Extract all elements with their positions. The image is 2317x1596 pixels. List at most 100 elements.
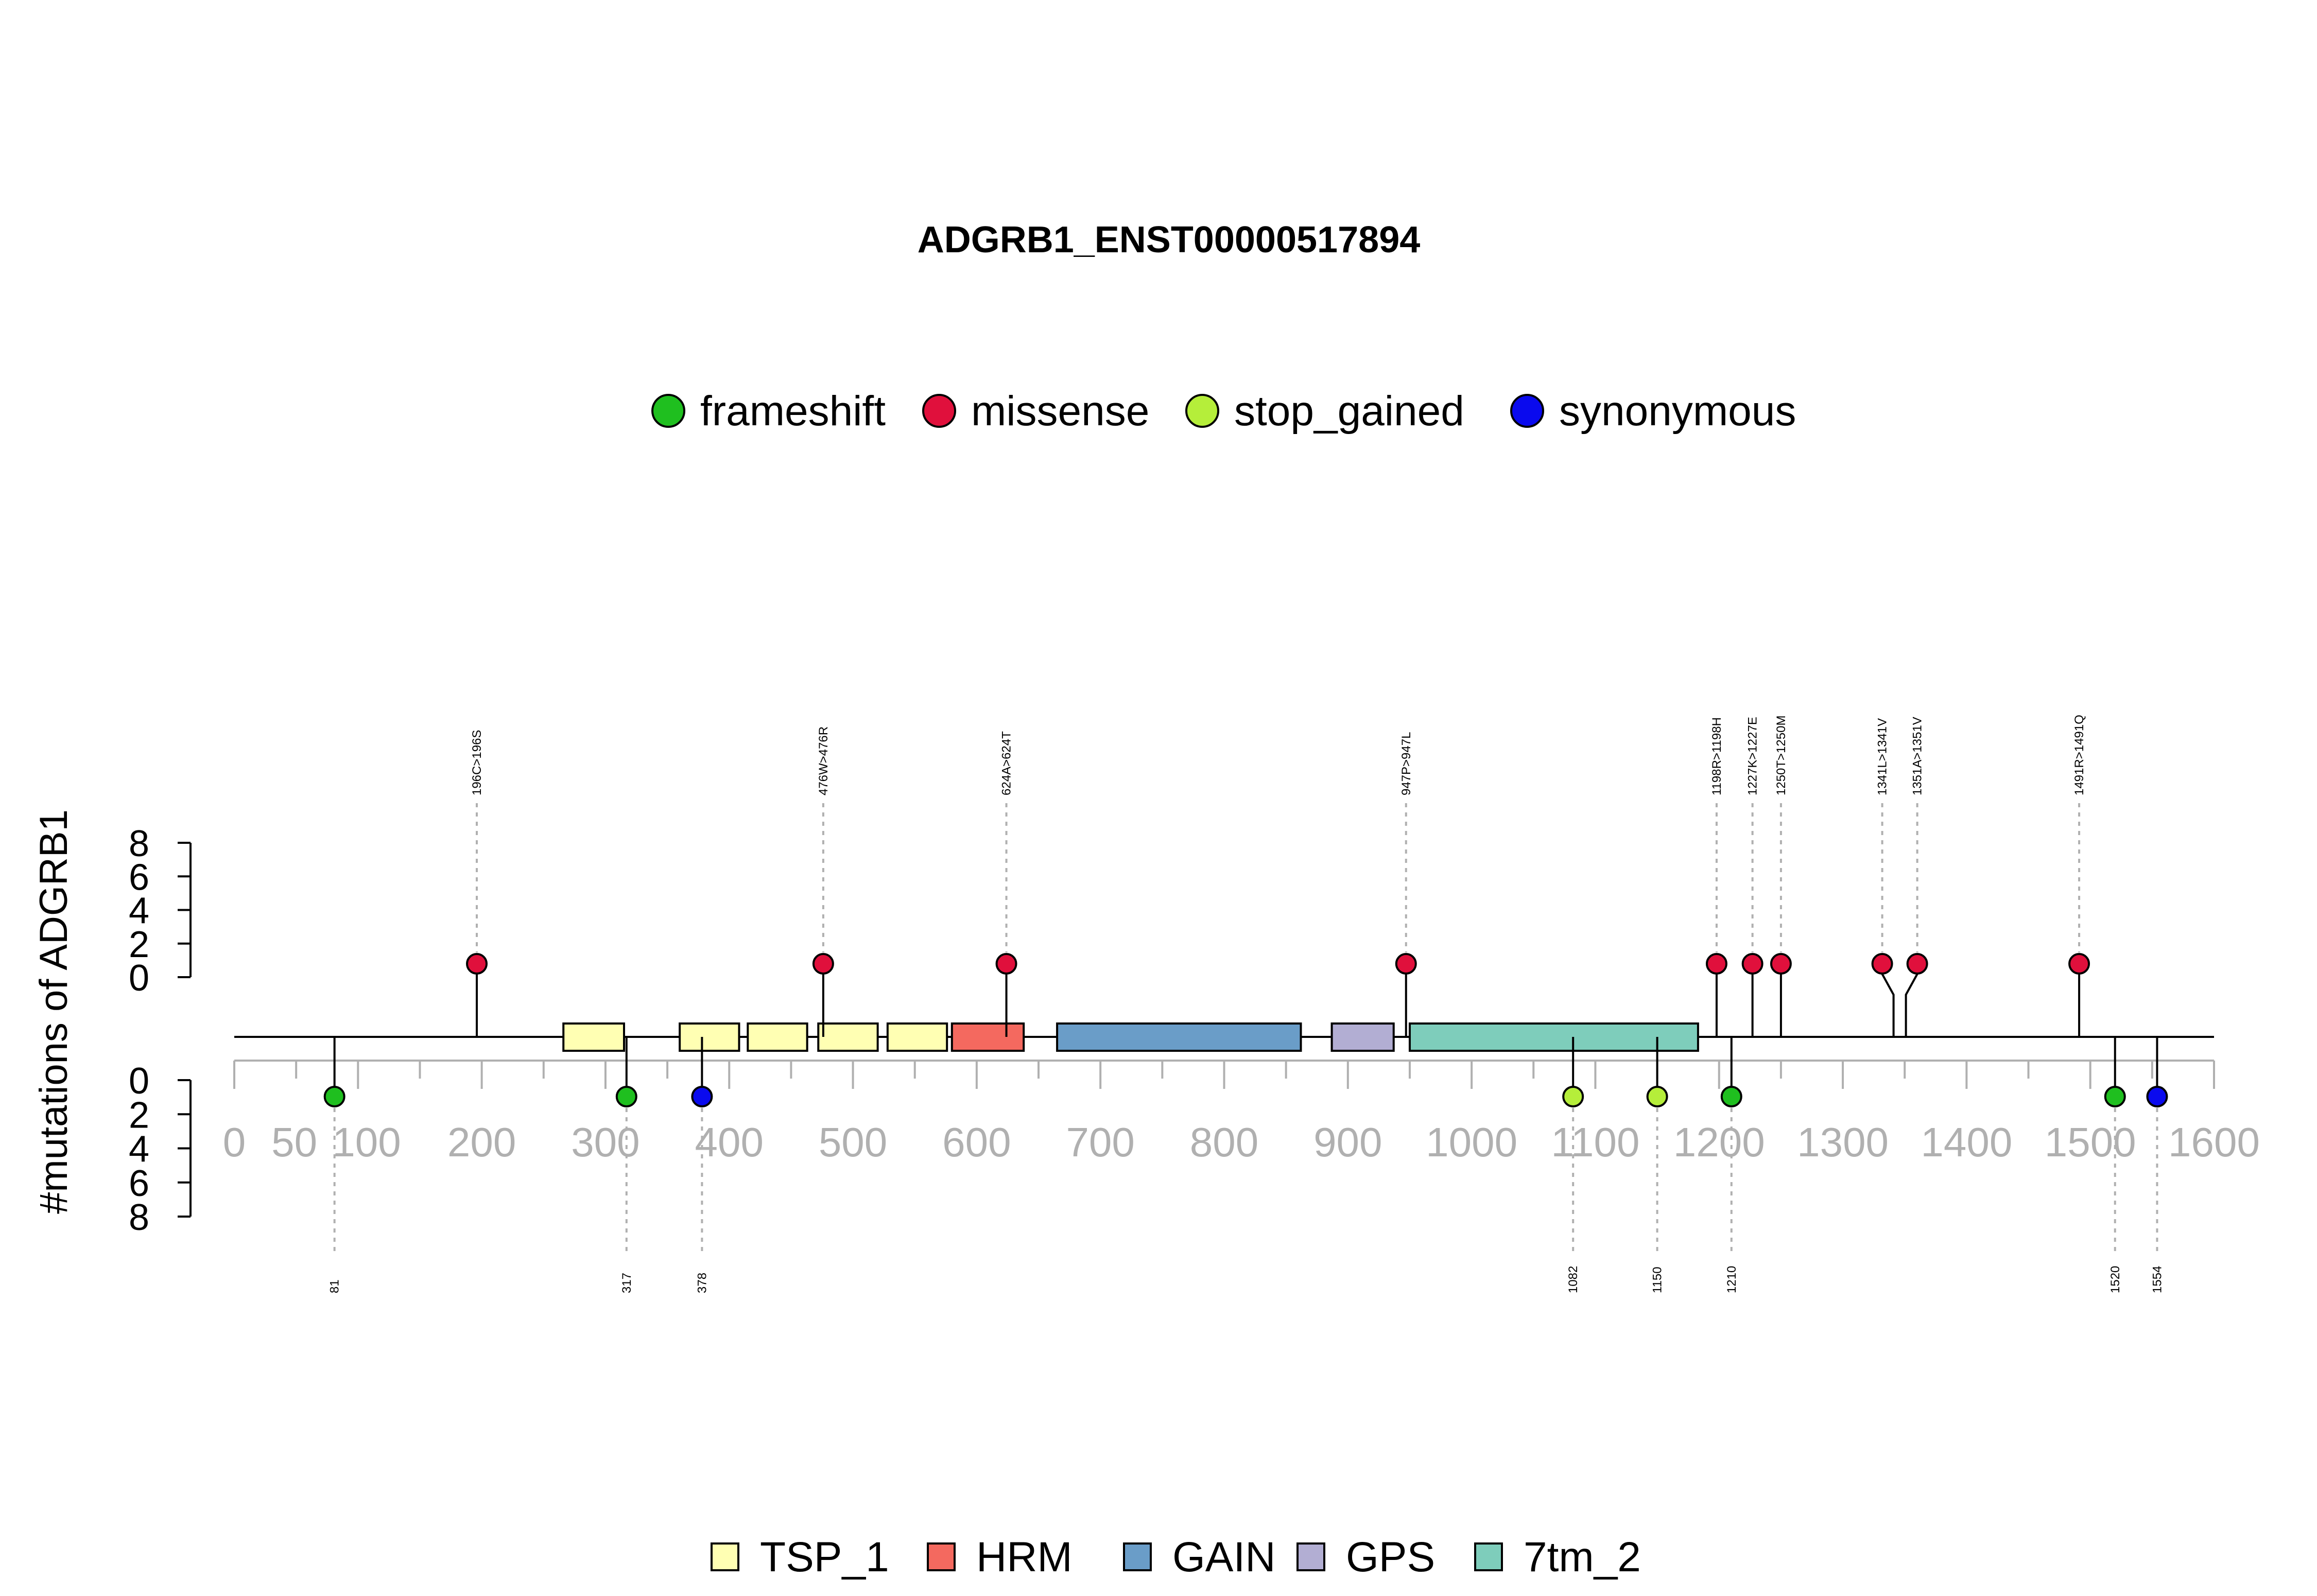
- mutation-marker-missense: [1705, 953, 1727, 975]
- domain-GPS: [1330, 1022, 1395, 1052]
- mutation-marker-frameshift: [323, 1086, 345, 1107]
- legend-marker-missense: [922, 394, 956, 428]
- legend-label-stop_gained: stop_gained: [1234, 388, 1464, 435]
- mutation-marker-missense: [1741, 953, 1763, 975]
- mutation-label: 317: [620, 1273, 634, 1293]
- mutation-stem: [1905, 964, 1918, 1037]
- domain-TSP_1: [817, 1022, 879, 1052]
- mutation-label: 1198R>1198H: [1710, 717, 1724, 795]
- mutation-label: 1554: [2150, 1266, 2164, 1293]
- x-tick-label: 1100: [1551, 1119, 1639, 1165]
- x-tick-label: 400: [695, 1119, 764, 1165]
- legend-label-frameshift: frameshift: [700, 388, 886, 435]
- mutation-label: 1082: [1566, 1266, 1580, 1293]
- chart-title: ADGRB1_ENST00000517894: [918, 219, 1421, 261]
- mutation-marker-missense: [466, 953, 488, 975]
- mutation-label: 81: [328, 1279, 342, 1293]
- x-tick-label: 50: [271, 1119, 317, 1165]
- legend-label-missense: missense: [971, 388, 1149, 435]
- legend-marker-frameshift: [651, 394, 685, 428]
- domain-legend-swatch-GPS: [1296, 1542, 1325, 1571]
- domain-TSP_1: [679, 1022, 740, 1052]
- mutation-marker-missense: [812, 953, 834, 975]
- mutation-label: 1227K>1227E: [1746, 717, 1760, 795]
- x-tick-label: 200: [447, 1119, 516, 1165]
- mutation-label: 947P>947L: [1399, 732, 1413, 795]
- domain-legend-label-TSP_1: TSP_1: [760, 1534, 889, 1581]
- mutation-marker-frameshift: [615, 1086, 637, 1107]
- y-tick-label-upper: 8: [129, 823, 149, 864]
- x-tick-label: 1300: [1797, 1119, 1889, 1165]
- position-x-axis: 0 50 100 200 300 400 500 600 700 800 900 1000 1100 12…: [223, 1060, 2260, 1165]
- mutation-label: 1150: [1651, 1267, 1665, 1293]
- domain-legend-swatch-HRM: [927, 1542, 956, 1571]
- x-tick-label: 900: [1313, 1119, 1382, 1165]
- y-tick-label-lower: 4: [129, 1129, 149, 1170]
- y-tick-label-upper: 2: [129, 924, 149, 965]
- x-tick-label: 800: [1190, 1119, 1258, 1165]
- domain-TSP_1: [747, 1022, 808, 1052]
- x-tick-label: 1400: [1921, 1119, 2012, 1165]
- mutation-marker-missense: [1871, 953, 1893, 975]
- x-tick-label: 1200: [1673, 1119, 1765, 1165]
- domain-TSP_1: [562, 1022, 625, 1052]
- y-axis-label: #mutations of ADGRB1: [32, 809, 76, 1214]
- mutations-below: 81 317 378 1082 1150 1210 1520 1554: [323, 1037, 2168, 1293]
- mutation-marker-stop_gained: [1646, 1086, 1668, 1107]
- mutation-label: 1491R>1491Q: [2072, 715, 2086, 795]
- mutation-marker-synonymous: [691, 1086, 713, 1107]
- domain-legend: TSP_1 HRM GAIN GPS 7tm_2: [711, 1534, 1641, 1581]
- x-tick-label: 300: [571, 1119, 639, 1165]
- mutation-label: 1351A>1351V: [1911, 717, 1925, 795]
- domain-legend-swatch-TSP_1: [711, 1542, 739, 1571]
- y-tick-label-lower: 8: [129, 1197, 149, 1238]
- mutation-label: 476W>476R: [817, 726, 831, 795]
- mutation-label: 1520: [2108, 1266, 2122, 1293]
- domain-TSP_1: [886, 1022, 948, 1052]
- domain-legend-swatch-GAIN: [1123, 1542, 1152, 1571]
- protein-domains: [562, 1022, 1699, 1052]
- x-tick-label: 1600: [2168, 1119, 2260, 1165]
- y-tick-label-upper: 0: [129, 958, 149, 999]
- domain-legend-swatch-7tm_2: [1474, 1542, 1503, 1571]
- domain-legend-label-GAIN: GAIN: [1172, 1534, 1275, 1581]
- mutation-type-legend: frameshift missense stop_gained synonymous: [651, 388, 1796, 435]
- mutation-marker-missense: [1906, 953, 1928, 975]
- domain-7tm_2: [1408, 1022, 1699, 1052]
- x-tick-label: 0: [223, 1119, 246, 1165]
- y-tick-label-lower: 6: [129, 1163, 149, 1204]
- domain-HRM: [950, 1022, 1025, 1052]
- mutation-marker-frameshift: [1720, 1086, 1742, 1107]
- x-tick-label: 1000: [1426, 1119, 1517, 1165]
- domain-legend-label-GPS: GPS: [1346, 1534, 1435, 1581]
- domain-legend-label-HRM: HRM: [976, 1534, 1073, 1581]
- x-tick-label: 100: [332, 1119, 401, 1165]
- mutation-label: 378: [695, 1273, 709, 1293]
- legend-label-synonymous: synonymous: [1559, 388, 1796, 435]
- y-tick-label-lower: 0: [129, 1061, 149, 1102]
- mutation-marker-frameshift: [2104, 1086, 2126, 1107]
- x-tick-label: 700: [1066, 1119, 1134, 1165]
- y-tick-label-upper: 4: [129, 891, 149, 932]
- mutation-marker-missense: [2068, 953, 2090, 975]
- legend-marker-stop_gained: [1185, 394, 1219, 428]
- x-tick-label: 1500: [2045, 1119, 2136, 1165]
- mutation-marker-synonymous: [2146, 1086, 2168, 1107]
- x-tick-label: 600: [942, 1119, 1011, 1165]
- x-tick-label: 500: [819, 1119, 887, 1165]
- mutation-label: 1341L>1341V: [1876, 718, 1890, 795]
- mutation-stem: [1881, 964, 1895, 1037]
- domain-legend-label-7tm_2: 7tm_2: [1524, 1534, 1641, 1581]
- mutation-marker-missense: [995, 953, 1017, 975]
- mutation-marker-missense: [1395, 953, 1417, 975]
- domain-GAIN: [1056, 1022, 1302, 1052]
- y-tick-label-lower: 2: [129, 1095, 149, 1136]
- mutation-label: 624A>624T: [1000, 731, 1014, 795]
- mutation-label: 196C>196S: [470, 730, 484, 795]
- mutation-marker-missense: [1770, 953, 1792, 975]
- mutation-label: 1250T>1250M: [1774, 716, 1788, 795]
- legend-marker-synonymous: [1510, 394, 1544, 428]
